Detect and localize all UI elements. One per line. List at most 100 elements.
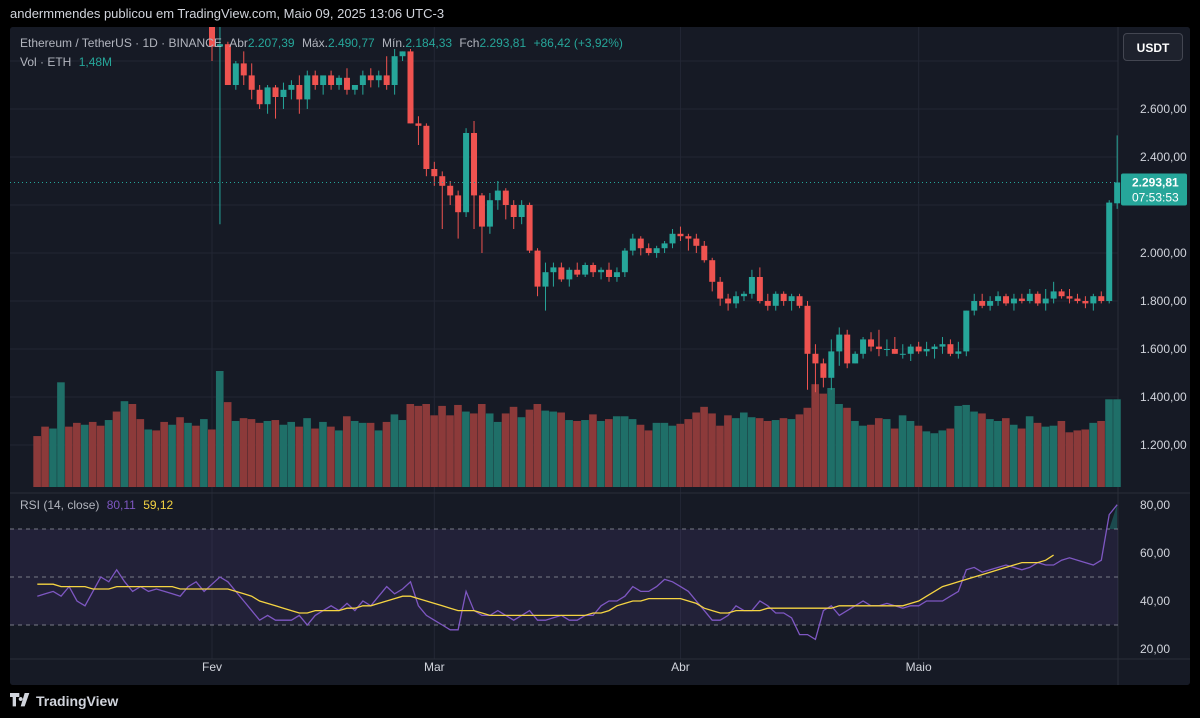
- candle[interactable]: [486, 200, 493, 227]
- volume-bar[interactable]: [1065, 432, 1074, 487]
- volume-bar[interactable]: [763, 420, 772, 487]
- candle[interactable]: [224, 44, 231, 85]
- volume-bar[interactable]: [914, 425, 923, 487]
- volume-bar[interactable]: [263, 420, 272, 487]
- volume-bar[interactable]: [279, 424, 288, 487]
- candle[interactable]: [407, 51, 414, 124]
- candle[interactable]: [1026, 293, 1033, 301]
- candle[interactable]: [701, 245, 708, 261]
- volume-bar[interactable]: [962, 404, 970, 487]
- candle[interactable]: [463, 133, 470, 213]
- volume-bar[interactable]: [1081, 429, 1089, 487]
- volume-bar[interactable]: [1089, 422, 1097, 487]
- volume-bar[interactable]: [628, 419, 637, 487]
- volume-bar[interactable]: [652, 422, 661, 487]
- candle[interactable]: [939, 344, 946, 347]
- candle[interactable]: [756, 277, 763, 301]
- candle[interactable]: [717, 281, 724, 299]
- volume-bar[interactable]: [295, 426, 303, 487]
- volume-bar[interactable]: [366, 422, 375, 487]
- candle[interactable]: [669, 233, 676, 244]
- candle[interactable]: [280, 89, 287, 97]
- volume-bar[interactable]: [994, 420, 1002, 487]
- volume-bar[interactable]: [986, 419, 994, 487]
- candle[interactable]: [232, 63, 239, 85]
- candle[interactable]: [320, 75, 327, 85]
- volume-bar[interactable]: [1009, 424, 1018, 487]
- volume-bar[interactable]: [684, 419, 692, 487]
- volume-bar[interactable]: [57, 382, 65, 487]
- candle[interactable]: [336, 77, 343, 85]
- candle[interactable]: [661, 243, 668, 249]
- volume-bar[interactable]: [342, 416, 351, 487]
- volume-bar[interactable]: [835, 404, 843, 487]
- candle[interactable]: [860, 339, 867, 354]
- candle[interactable]: [963, 310, 970, 352]
- volume-bar[interactable]: [271, 420, 280, 487]
- candle[interactable]: [478, 195, 485, 227]
- candle[interactable]: [915, 346, 922, 352]
- volume-bar[interactable]: [906, 420, 915, 487]
- candle[interactable]: [558, 267, 565, 280]
- volume-bar[interactable]: [120, 401, 129, 487]
- candle[interactable]: [780, 293, 787, 301]
- candle[interactable]: [1010, 298, 1017, 304]
- volume-bar[interactable]: [660, 422, 669, 487]
- candle[interactable]: [272, 87, 279, 97]
- volume-bar[interactable]: [930, 433, 939, 487]
- candle[interactable]: [304, 75, 311, 100]
- candle[interactable]: [550, 267, 557, 273]
- volume-bar[interactable]: [589, 414, 597, 487]
- volume-bar[interactable]: [485, 413, 494, 487]
- volume-bar[interactable]: [88, 421, 97, 487]
- candle[interactable]: [415, 123, 422, 126]
- candle[interactable]: [1114, 182, 1121, 204]
- volume-bar[interactable]: [549, 411, 558, 487]
- candle[interactable]: [629, 238, 636, 251]
- volume-bar[interactable]: [1033, 422, 1042, 487]
- volume-bar[interactable]: [327, 426, 335, 487]
- candle[interactable]: [844, 334, 851, 364]
- volume-bar[interactable]: [96, 425, 105, 487]
- volume-bar[interactable]: [470, 413, 478, 487]
- volume-bar[interactable]: [128, 404, 137, 487]
- volume-bar[interactable]: [208, 429, 216, 487]
- volume-bar[interactable]: [311, 428, 319, 487]
- candle[interactable]: [431, 169, 438, 177]
- volume-bar[interactable]: [819, 393, 827, 487]
- volume-bar[interactable]: [898, 415, 907, 487]
- candle[interactable]: [1098, 296, 1105, 301]
- volume-bar[interactable]: [597, 420, 605, 487]
- candle[interactable]: [1018, 298, 1025, 301]
- volume-bar[interactable]: [605, 419, 613, 487]
- volume-bar[interactable]: [620, 416, 629, 487]
- volume-bar[interactable]: [477, 404, 486, 487]
- volume-bar[interactable]: [454, 404, 462, 487]
- candle[interactable]: [804, 305, 811, 354]
- candle[interactable]: [987, 301, 994, 306]
- volume-bar[interactable]: [644, 430, 653, 487]
- candle[interactable]: [836, 334, 843, 352]
- candle[interactable]: [606, 269, 612, 277]
- volume-bar[interactable]: [859, 425, 867, 487]
- candle[interactable]: [645, 248, 652, 253]
- candle[interactable]: [423, 125, 430, 169]
- candle[interactable]: [733, 296, 740, 304]
- volume-bar[interactable]: [946, 428, 955, 487]
- candle[interactable]: [542, 272, 549, 287]
- candle[interactable]: [1003, 296, 1009, 304]
- volume-bar[interactable]: [335, 430, 343, 487]
- volume-bar[interactable]: [287, 421, 295, 487]
- volume-bar[interactable]: [851, 420, 859, 487]
- candle[interactable]: [439, 176, 446, 186]
- candle[interactable]: [494, 190, 501, 201]
- volume-bar[interactable]: [954, 405, 962, 487]
- candle[interactable]: [748, 277, 755, 294]
- volume-bar[interactable]: [612, 416, 621, 487]
- candle[interactable]: [598, 269, 605, 273]
- volume-bar[interactable]: [739, 412, 748, 487]
- candle[interactable]: [693, 238, 700, 246]
- volume-bar[interactable]: [247, 419, 256, 487]
- candle[interactable]: [995, 296, 1002, 301]
- volume-bar[interactable]: [1073, 430, 1082, 487]
